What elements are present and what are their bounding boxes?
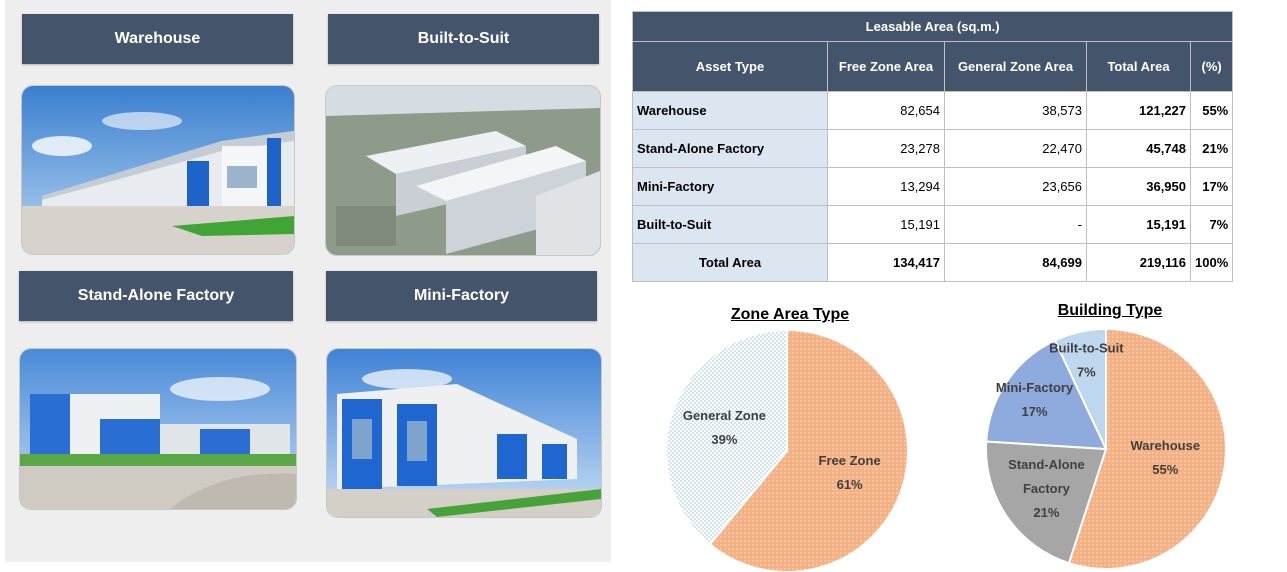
- table-title: Leasable Area (sq.m.): [631, 11, 1234, 42]
- total-area-value: 36,950: [1086, 167, 1191, 206]
- general-zone-value: 23,656: [944, 167, 1087, 206]
- pie-category-label-built-to-suit: Built-to-Suit: [1049, 341, 1124, 356]
- leasable-area-table: Leasable Area (sq.m.) Asset Type Free Zo…: [631, 11, 1234, 282]
- general-zone-total: 84,699: [944, 243, 1087, 282]
- pie-category-label-stand-alone-factory: Factory: [1023, 481, 1071, 496]
- pie-slice-free-zone: [708, 328, 909, 572]
- column-header-asset-type: Asset Type: [632, 41, 828, 92]
- pie-category-label-stand-alone-factory: Stand-Alone: [1008, 457, 1085, 472]
- free-zone-total: 134,417: [827, 243, 945, 282]
- building-type-pie: Warehouse 55% Stand-Alone Factory 21% Mini-Fa…: [985, 327, 1227, 570]
- pie-category-label-general-zone: General Zone: [683, 408, 766, 423]
- general-zone-value: -: [944, 205, 1087, 244]
- warehouse-photo: [21, 85, 295, 255]
- pie-category-label-warehouse: Warehouse: [1130, 438, 1200, 453]
- column-header-percent: (%): [1189, 41, 1234, 92]
- zone-pie-title: Zone Area Type: [730, 306, 850, 323]
- percent-value: 55%: [1189, 91, 1234, 130]
- building-pie-title: Building Type: [1057, 302, 1163, 319]
- total-area-value: 121,227: [1086, 91, 1191, 130]
- pie-slice-stand-alone-factory: [985, 440, 1108, 565]
- column-header-total-area: Total Area: [1086, 41, 1191, 92]
- free-zone-value: 82,654: [827, 91, 945, 130]
- percent-value: 7%: [1189, 205, 1234, 244]
- stand-alone-factory-label: Stand-Alone Factory: [19, 271, 293, 321]
- total-row-label: Total Area: [632, 243, 828, 282]
- total-area-total: 219,116: [1086, 243, 1191, 282]
- pie-slice-general-zone: [665, 328, 788, 546]
- general-zone-value: 38,573: [944, 91, 1087, 130]
- pie-percent-label-built-to-suit: 7%: [1077, 365, 1096, 380]
- row-label: Warehouse: [632, 91, 828, 130]
- percent-value: 21%: [1189, 129, 1234, 168]
- pie-slice-mini-factory: [985, 339, 1108, 451]
- general-zone-value: 22,470: [944, 129, 1087, 168]
- asset-gallery-panel: Warehouse Built-to-Suit: [5, 0, 611, 562]
- total-area-value: 15,191: [1086, 205, 1191, 244]
- pie-percent-label-warehouse: 55%: [1152, 462, 1178, 477]
- total-area-value: 45,748: [1086, 129, 1191, 168]
- free-zone-value: 13,294: [827, 167, 945, 206]
- column-header-general-zone: General Zone Area: [944, 41, 1087, 92]
- pie-slice-built-to-suit: [1053, 327, 1107, 450]
- table-row: Warehouse 82,654 38,573 121,227 55%: [632, 91, 1234, 130]
- stand-alone-factory-photo: [19, 348, 297, 510]
- column-header-free-zone: Free Zone Area: [827, 41, 945, 92]
- percent-value: 17%: [1189, 167, 1234, 206]
- built-to-suit-photo: [325, 85, 601, 256]
- pie-category-label-free-zone: Free Zone: [819, 453, 881, 468]
- warehouse-label: Warehouse: [22, 14, 293, 64]
- free-zone-value: 23,278: [827, 129, 945, 168]
- row-label: Stand-Alone Factory: [632, 129, 828, 168]
- pie-slice-warehouse: [1067, 327, 1227, 570]
- pie-percent-label-general-zone: 39%: [711, 432, 737, 447]
- table-total-row: Total Area 134,417 84,699 219,116 100%: [632, 243, 1234, 282]
- zone-area-pie: Free Zone 61% General Zone 39%: [665, 328, 909, 572]
- pie-charts-canvas: Free Zone 61% General Zone 39% Warehouse 55%…: [665, 327, 1227, 572]
- percent-total: 100%: [1189, 243, 1234, 282]
- pie-percent-label-free-zone: 61%: [837, 477, 863, 492]
- pie-category-label-mini-factory: Mini-Factory: [996, 380, 1074, 395]
- table-row: Mini-Factory 13,294 23,656 36,950 17%: [632, 167, 1234, 206]
- free-zone-value: 15,191: [827, 205, 945, 244]
- built-to-suit-label: Built-to-Suit: [328, 14, 599, 64]
- row-label: Mini-Factory: [632, 167, 828, 206]
- row-label: Built-to-Suit: [632, 205, 828, 244]
- pie-percent-label-mini-factory: 17%: [1022, 404, 1048, 419]
- table-row: Stand-Alone Factory 23,278 22,470 45,748…: [632, 129, 1234, 168]
- mini-factory-label: Mini-Factory: [326, 271, 597, 321]
- table-row: Built-to-Suit 15,191 - 15,191 7%: [632, 205, 1234, 244]
- pie-percent-label-stand-alone-factory: 21%: [1033, 505, 1059, 520]
- mini-factory-photo: [326, 348, 602, 518]
